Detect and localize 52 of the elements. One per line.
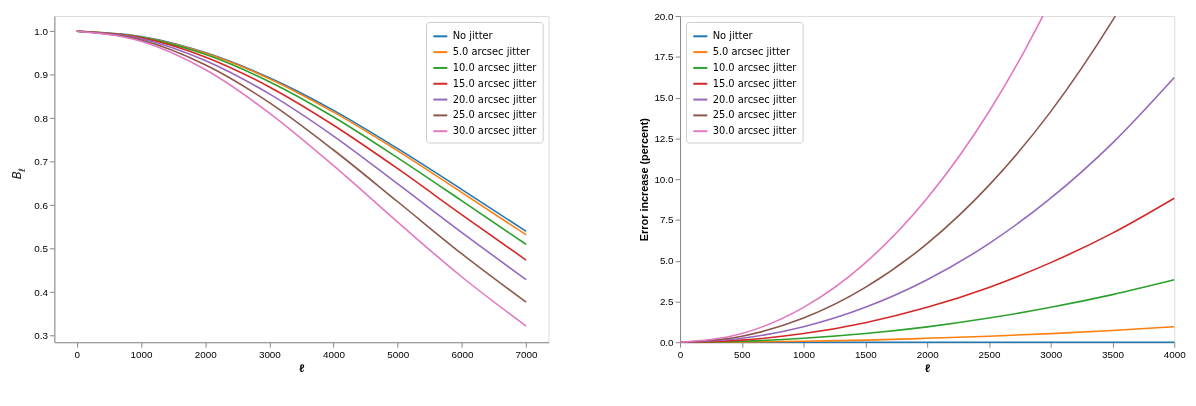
x-tick-label: 2000 xyxy=(916,348,940,360)
legend-label: No jitter xyxy=(712,30,754,42)
x-tick-label: 1000 xyxy=(130,348,153,360)
legend-label: 25.0 arcsec jitter xyxy=(452,109,538,121)
x-tick-label: 5000 xyxy=(387,348,410,360)
x-tick-label: 1500 xyxy=(854,348,878,360)
x-tick-label: 0 xyxy=(677,348,684,360)
y-tick-label: 17.5 xyxy=(654,51,675,63)
x-tick-label: 1000 xyxy=(793,348,816,360)
legend-label: 10.0 arcsec jitter xyxy=(712,61,798,73)
x-tick-label: 4000 xyxy=(1163,348,1187,360)
legend-label: 25.0 arcsec jitter xyxy=(712,109,798,121)
y-tick-label: 2.5 xyxy=(659,295,675,307)
y-tick-label: 20.0 xyxy=(654,10,675,22)
y-tick-label: 5.0 xyxy=(659,255,675,267)
y-tick-label: 10.0 xyxy=(654,173,675,185)
legend-label: 30.0 arcsec jitter xyxy=(452,125,538,137)
x-tick-label: 2500 xyxy=(978,348,1001,360)
legend-label: 10.0 arcsec jitter xyxy=(452,61,538,73)
x-tick-label: 3500 xyxy=(1101,348,1125,360)
legend-label: 15.0 arcsec jitter xyxy=(452,77,538,89)
y-tick-label: 0.6 xyxy=(34,199,49,211)
legend-label: No jitter xyxy=(452,30,494,42)
y-tick-label: 0.3 xyxy=(34,330,49,342)
y-tick-label: 12.5 xyxy=(654,132,675,144)
y-tick-label: 0.7 xyxy=(34,156,48,168)
x-tick-label: 4000 xyxy=(323,348,346,360)
legend-label: 20.0 arcsec jitter xyxy=(712,93,798,105)
y-tick-label: 1.0 xyxy=(34,25,49,37)
x-tick-label: 500 xyxy=(734,348,752,360)
y-tick-label: 0.4 xyxy=(34,286,49,298)
y-axis-title: Bℓ xyxy=(9,168,27,180)
y-tick-label: 0.9 xyxy=(34,69,49,81)
legend-label: 5.0 arcsec jitter xyxy=(452,46,531,58)
x-tick-label: 3000 xyxy=(258,348,282,360)
x-tick-label: 6000 xyxy=(451,348,474,360)
x-tick-label: 2000 xyxy=(194,348,218,360)
y-tick-label: 7.5 xyxy=(659,214,675,226)
y-tick-label: 0.5 xyxy=(34,243,49,255)
x-tick-label: 7000 xyxy=(515,348,539,360)
legend-label: 5.0 arcsec jitter xyxy=(712,46,791,58)
x-tick-label: 0 xyxy=(74,348,81,360)
y-tick-label: 0.8 xyxy=(34,112,49,124)
x-axis-title: ℓ xyxy=(299,362,305,375)
legend-label: 15.0 arcsec jitter xyxy=(712,77,798,89)
legend-label: 30.0 arcsec jitter xyxy=(712,125,798,137)
legend-label: 20.0 arcsec jitter xyxy=(452,93,538,105)
y-axis-title: Error increase (percent) xyxy=(638,117,651,242)
x-tick-label: 3000 xyxy=(1040,348,1063,360)
x-axis-title: ℓ xyxy=(924,362,931,375)
y-tick-label: 15.0 xyxy=(654,92,675,104)
y-tick-label: 0.0 xyxy=(659,336,675,348)
